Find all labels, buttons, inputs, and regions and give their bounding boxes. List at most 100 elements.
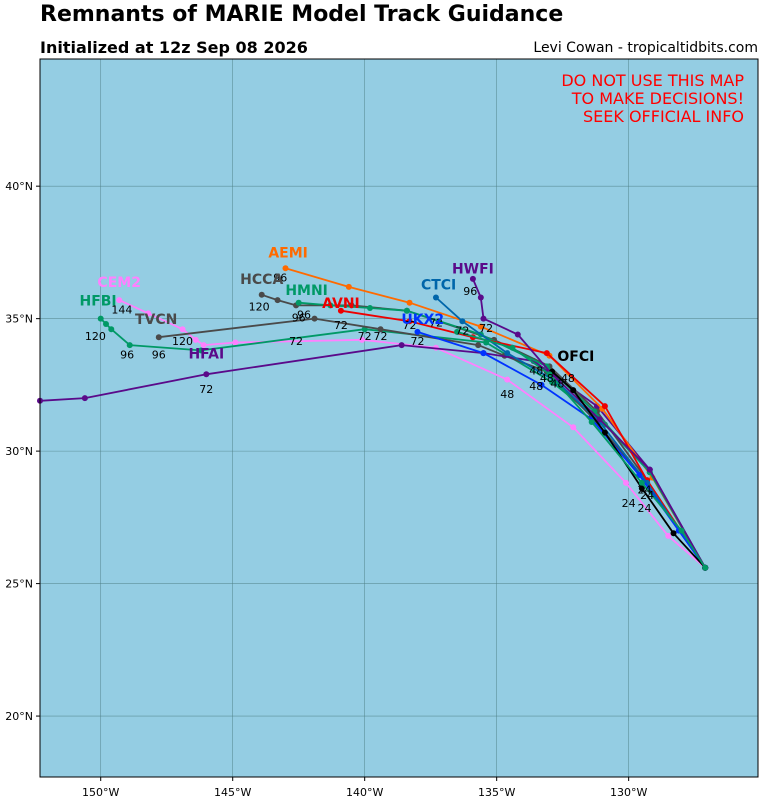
track-point-cem2: [179, 326, 186, 333]
lon-tick-label: 130°W: [610, 786, 647, 799]
model-name-hfai: HFAI: [188, 346, 224, 362]
lon-tick-label: 135°W: [478, 786, 515, 799]
forecast-hour-label: 144: [111, 303, 132, 316]
map-frame: [39, 58, 759, 778]
model-tracks: [37, 265, 709, 571]
track-point-consensus: [702, 564, 709, 571]
forecast-hour-label: 96: [120, 348, 134, 361]
track-point-hwfi: [646, 466, 653, 473]
track-point-hfbi: [102, 320, 109, 327]
forecast-hour-label: 120: [249, 301, 270, 314]
track-point-ofci: [670, 530, 677, 537]
track-point-hwfi: [514, 331, 521, 338]
track-point-ctci: [459, 318, 466, 325]
model-name-aemi: AEMI: [268, 246, 308, 262]
track-point-hcca: [274, 297, 281, 304]
lat-tick-label: 20°N: [5, 710, 33, 723]
forecast-hour-label: 72: [374, 330, 388, 343]
track-point-consensus: [509, 344, 516, 351]
track-point-cem2: [192, 336, 199, 343]
forecast-hour-label: 72: [403, 319, 417, 332]
forecast-hour-label: 24: [637, 502, 651, 515]
track-point-cem2: [504, 376, 511, 383]
track-point-hmni: [543, 363, 550, 370]
track-point-cem2: [359, 336, 366, 343]
lat-tick-label: 25°N: [5, 578, 33, 591]
track-point-tvcn: [311, 315, 318, 322]
track-point-cem2: [145, 310, 152, 317]
track-point-hcca: [258, 291, 265, 298]
track-point-hwfi: [469, 275, 476, 282]
forecast-hour-label: 48: [540, 372, 554, 385]
forecast-hour-label: 120: [85, 330, 106, 343]
forecast-hour-label: 48: [529, 364, 543, 377]
forecast-hour-label: 24: [637, 484, 651, 497]
warning-line: TO MAKE DECISIONS!: [571, 89, 744, 108]
track-point-hfbi: [108, 326, 115, 333]
track-point-cem2: [232, 339, 239, 346]
track-point-ofci: [638, 485, 645, 492]
lon-tick-label: 140°W: [346, 786, 383, 799]
model-name-avni: AVNI: [322, 296, 360, 312]
track-point-consensus: [546, 371, 553, 378]
track-point-cem2: [570, 424, 577, 431]
track-point-avni: [601, 403, 608, 410]
track-point-cem2: [200, 342, 207, 349]
forecast-hour-label: 48: [561, 372, 575, 385]
track-point-cem2: [665, 532, 672, 539]
ocean-background: [40, 59, 758, 777]
forecast-hour-label: 96: [273, 272, 287, 285]
forecast-hour-label: 96: [152, 348, 166, 361]
track-point-hwfi: [596, 416, 603, 423]
track-point-avni: [337, 307, 344, 314]
track-point-hmni: [327, 302, 334, 309]
forecast-hour-label: 96: [463, 285, 477, 298]
track-point-consensus: [678, 527, 685, 534]
track-point-consensus: [454, 328, 461, 335]
lat-tick-label: 35°N: [5, 313, 33, 326]
forecast-hour-label: 72: [429, 317, 443, 330]
axis-ticks: 150°W 145°W 140°W 135°W 130°W 40°N 35°N 30°N 25°…: [5, 180, 647, 799]
forecast-hour-label: 72: [479, 322, 493, 335]
model-name-ukx2: UKX2: [401, 312, 444, 328]
forecast-hour-label: 72: [455, 325, 469, 338]
track-point-hfai: [81, 395, 88, 402]
track-point-aemi: [345, 283, 352, 290]
track-point-hfbi: [198, 347, 205, 354]
track-point-avni: [406, 318, 413, 325]
forecast-hour-label: 72: [358, 330, 372, 343]
model-labels: 48 144 CEM2 120 96 HFBI 96 120 TVCN 72 HFAI 96 AEMI 1…: [79, 246, 654, 515]
warning-line: SEEK OFFICIAL INFO: [583, 107, 744, 126]
track-point-hfai: [398, 342, 405, 349]
init-time-subtitle: Initialized at 12z Sep 08 2026: [40, 38, 308, 57]
track-point-aemi: [282, 265, 289, 272]
track-point-ukx2: [538, 381, 545, 388]
track-point-tvcn: [475, 342, 482, 349]
forecast-hour-label: 72: [289, 335, 303, 348]
forecast-hour-label: 24: [640, 489, 654, 502]
track-line-hwfi: [472, 278, 706, 569]
track-point-cem2: [623, 479, 630, 486]
track-point-hwfi: [477, 294, 484, 301]
model-name-hcca: HCCA: [240, 272, 283, 288]
credit-text: Levi Cowan - tropicaltidbits.com: [533, 40, 758, 56]
forecast-hour-label: 24: [622, 497, 636, 510]
track-point-tvcn: [155, 334, 162, 341]
track-point-hfai: [203, 371, 210, 378]
model-name-ofci: OFCI: [557, 349, 594, 365]
track-point-avni: [543, 350, 550, 357]
forecast-hour-label: 72: [334, 319, 348, 332]
track-point-ctci: [432, 294, 439, 301]
track-point-tvcn: [377, 326, 384, 333]
track-point-hmni: [366, 305, 373, 312]
map-title: Remnants of MARIE Model Track Guidance: [40, 2, 564, 27]
forecast-hour-label: 120: [172, 335, 193, 348]
warning-line: DO NOT USE THIS MAP: [561, 71, 744, 90]
track-point-ofci: [601, 429, 608, 436]
model-name-tvcn: TVCN: [135, 312, 177, 328]
track-point-hfbi: [97, 315, 104, 322]
model-name-ctci: CTCI: [421, 278, 456, 294]
track-point-ukx2: [480, 350, 487, 357]
